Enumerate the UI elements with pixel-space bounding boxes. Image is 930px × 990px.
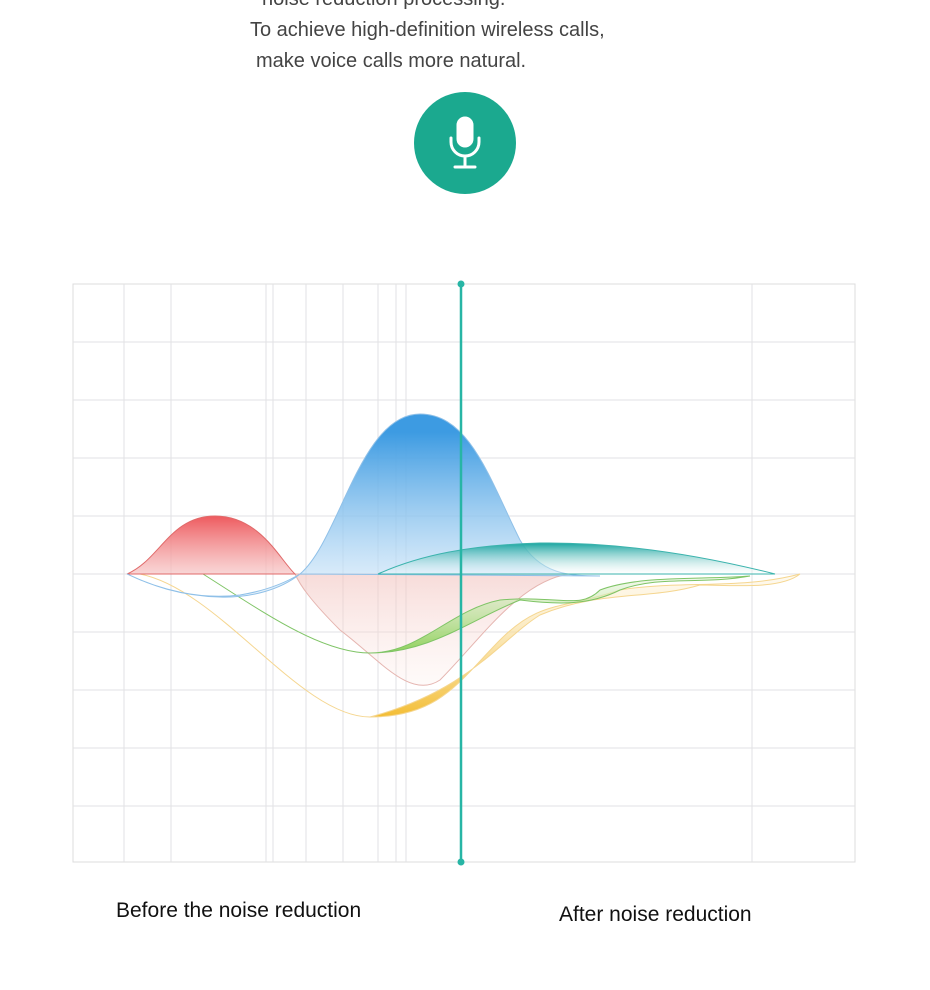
before-label: Before the noise reduction [116,899,362,922]
microphone-badge [414,92,516,194]
after-label: After noise reduction [559,903,752,926]
yellow-wave [139,573,801,718]
divider-line[interactable] [457,280,465,866]
teal-wave [377,542,776,575]
microphone-icon [449,116,481,169]
green-wave [202,573,751,654]
intro-line-1: To achieve high-definition wireless call… [250,19,605,41]
intro-line-2: make voice calls more natural. [256,50,527,72]
pink-wave [294,573,571,686]
intro-line-0: noise reduction processing. [262,0,505,11]
red-wave [126,515,297,575]
